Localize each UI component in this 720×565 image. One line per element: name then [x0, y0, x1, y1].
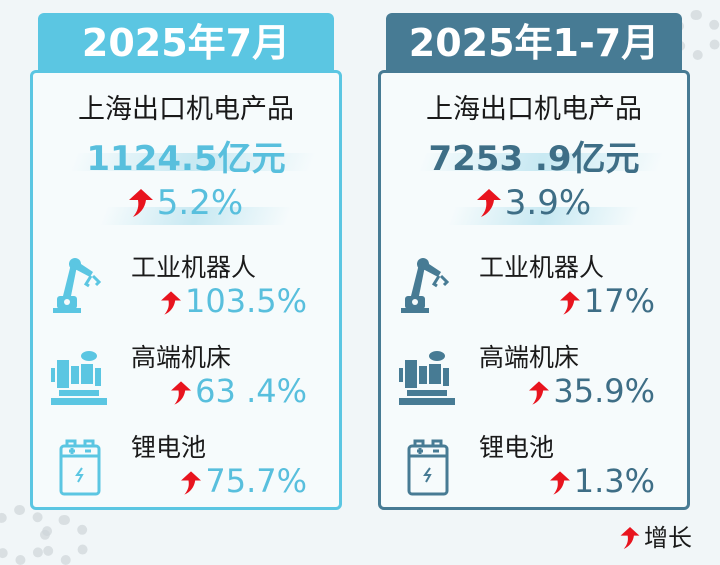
product-item: 工业机器人 103.5%: [33, 248, 339, 336]
product-name: 锂电池: [131, 433, 207, 462]
product-item: 锂电池 1.3%: [381, 428, 687, 516]
product-name: 高端机床: [131, 343, 232, 372]
legend: 增长: [620, 518, 692, 553]
machine-tool-icon: [397, 346, 457, 408]
product-name: 工业机器人: [131, 253, 257, 282]
up-arrow-icon: [160, 285, 181, 315]
up-arrow-icon: [128, 186, 153, 217]
product-growth: 35.9%: [529, 372, 655, 410]
product-growth: 75.7%: [181, 462, 307, 500]
panel-header: 2025年1-7月: [386, 13, 682, 73]
product-name: 锂电池: [479, 433, 555, 462]
legend-label: 增长: [644, 524, 692, 552]
total-value: 7253 .9亿元: [428, 139, 640, 179]
total-growth: 3.9%: [381, 183, 687, 223]
robot-arm-icon: [49, 256, 109, 318]
up-arrow-icon: [476, 186, 501, 217]
product-name: 工业机器人: [479, 253, 605, 282]
growth-value: 103.5%: [184, 282, 307, 320]
robot-arm-icon: [397, 256, 457, 318]
up-arrow-icon: [171, 375, 192, 405]
product-item: 工业机器人 17%: [381, 248, 687, 336]
product-item: 高端机床 63 .4%: [33, 338, 339, 426]
growth-value: 35.9%: [553, 372, 655, 410]
growth-value: 1.3%: [573, 462, 655, 500]
growth-value: 17%: [583, 282, 655, 320]
panel-body: 上海出口机电产品 7253 .9亿元 3.9% 工业机器人 17% 高端机床 3…: [378, 70, 690, 510]
battery-icon: [397, 436, 457, 498]
up-arrow-icon: [559, 285, 580, 315]
growth-value: 3.9%: [504, 183, 592, 223]
product-growth: 1.3%: [549, 462, 655, 500]
panel-header: 2025年7月: [38, 13, 334, 73]
product-item: 高端机床 35.9%: [381, 338, 687, 426]
up-arrow-icon: [181, 465, 202, 495]
panel-title: 上海出口机电产品: [426, 94, 642, 125]
product-name: 高端机床: [479, 343, 580, 372]
total-value: 1124.5亿元: [86, 139, 286, 179]
growth-value: 63 .4%: [195, 372, 307, 410]
growth-value: 5.2%: [156, 183, 244, 223]
up-arrow-icon: [549, 465, 570, 495]
up-arrow-icon: [529, 375, 550, 405]
product-growth: 17%: [559, 282, 655, 320]
machine-tool-icon: [49, 346, 109, 408]
panel-july: 2025年7月 上海出口机电产品 1124.5亿元 5.2% 工业机器人 103…: [30, 13, 342, 510]
battery-icon: [49, 436, 109, 498]
product-growth: 103.5%: [160, 282, 307, 320]
product-growth: 63 .4%: [171, 372, 307, 410]
panel-title: 上海出口机电产品: [78, 94, 294, 125]
total-growth: 5.2%: [33, 183, 339, 223]
panel-jan-to-july: 2025年1-7月 上海出口机电产品 7253 .9亿元 3.9% 工业机器人 …: [378, 13, 690, 510]
product-item: 锂电池 75.7%: [33, 428, 339, 516]
growth-value: 75.7%: [205, 462, 307, 500]
panel-body: 上海出口机电产品 1124.5亿元 5.2% 工业机器人 103.5% 高端机床…: [30, 70, 342, 510]
up-arrow-icon: [620, 527, 640, 549]
